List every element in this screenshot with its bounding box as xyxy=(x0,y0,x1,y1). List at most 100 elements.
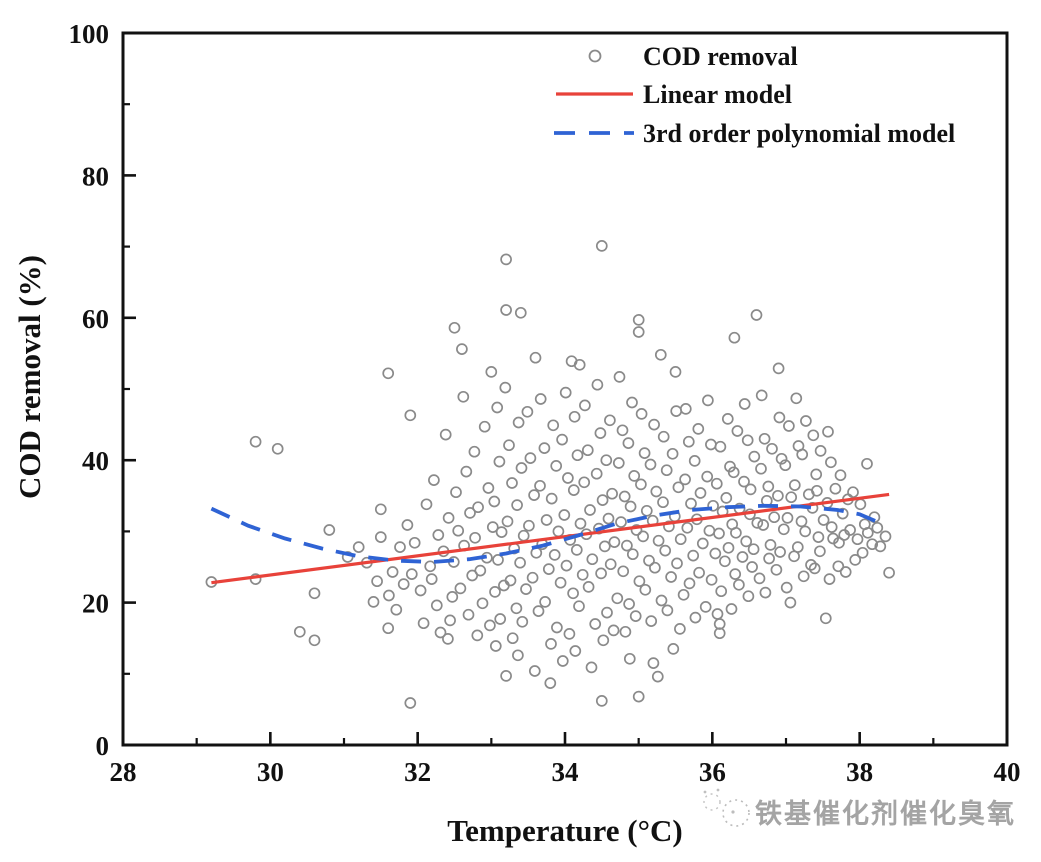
scatter-point xyxy=(591,378,604,391)
scatter-point xyxy=(757,519,770,531)
scatter-point xyxy=(851,533,864,546)
scatter-point xyxy=(847,486,859,499)
scatter-point xyxy=(616,424,629,437)
scatter-point xyxy=(719,555,731,568)
scatter-point xyxy=(521,405,534,418)
scatter-point xyxy=(383,589,395,602)
scatter-point xyxy=(503,439,515,452)
scatter-point xyxy=(471,629,484,642)
y-tick-label: 80 xyxy=(82,161,109,191)
scatter-point xyxy=(520,583,532,595)
scatter-point xyxy=(556,433,568,446)
watermark-logo-icon xyxy=(703,788,750,827)
scatter-point xyxy=(774,546,786,558)
scatter-point xyxy=(681,521,694,534)
scatter-point xyxy=(442,512,455,524)
scatter-point xyxy=(883,566,895,579)
scatter-point xyxy=(783,420,795,432)
scatter-point xyxy=(689,611,702,624)
legend: COD removal Linear model 3rd order polyn… xyxy=(554,42,955,148)
scatter-point xyxy=(812,531,825,543)
plot-border xyxy=(121,31,1009,747)
scatter-point xyxy=(626,396,638,409)
scatter-point xyxy=(626,548,639,561)
scatter-point xyxy=(596,494,609,506)
scatter-point xyxy=(432,529,445,541)
scatter-point xyxy=(478,420,491,433)
scatter-point xyxy=(784,596,797,609)
scatter-point xyxy=(444,614,456,627)
scatter-point xyxy=(638,447,651,459)
scatter-point xyxy=(612,457,625,469)
scatter-point xyxy=(624,500,637,513)
scatter-point xyxy=(567,587,579,600)
open-circle-marker-icon xyxy=(588,49,602,63)
scatter-point xyxy=(871,521,884,534)
scatter-point xyxy=(474,564,487,577)
y-tick-label: 100 xyxy=(69,19,110,49)
scatter-point xyxy=(805,559,817,571)
scatter-point xyxy=(632,326,645,338)
scatter-point xyxy=(799,525,812,538)
scatter-point xyxy=(657,496,669,509)
scatter-point xyxy=(755,462,767,475)
scatter-point xyxy=(727,466,740,479)
scatter-point xyxy=(434,626,447,639)
scatter-point xyxy=(425,573,438,585)
scatter-point xyxy=(545,638,557,650)
scatter-point xyxy=(632,314,645,326)
scatter-point xyxy=(661,604,674,617)
scatter-point xyxy=(595,240,608,252)
scatter-point xyxy=(777,523,790,536)
scatter-point xyxy=(501,515,514,528)
scatter-point xyxy=(856,546,869,559)
scatter-point xyxy=(657,430,670,443)
scatter-point xyxy=(408,536,421,549)
scatter-point xyxy=(514,556,526,569)
scatter-point xyxy=(500,304,512,316)
scatter-point xyxy=(538,442,551,454)
scatter-point xyxy=(597,634,610,647)
scatter-point xyxy=(679,403,692,415)
scatter-point xyxy=(644,458,657,471)
scatter-point xyxy=(722,541,735,554)
scatter-point xyxy=(560,559,573,572)
fit-lines xyxy=(210,492,890,585)
scatter-point xyxy=(495,526,508,538)
scatter-point xyxy=(374,503,387,516)
scatter-point xyxy=(819,612,832,625)
scatter-point xyxy=(271,442,284,455)
scatter-point xyxy=(791,541,804,553)
scatter-point xyxy=(635,408,648,420)
scatter-point xyxy=(660,464,673,477)
scatter-point xyxy=(721,413,734,425)
scatter-point xyxy=(750,309,763,321)
scatter-point xyxy=(485,366,498,378)
scatter-point xyxy=(764,539,777,551)
scatter-point xyxy=(573,600,585,613)
scatter-point xyxy=(293,625,306,638)
scatter-point xyxy=(763,552,775,565)
scatter-point xyxy=(563,628,576,640)
scatter-point xyxy=(532,605,545,617)
x-tick-label: 30 xyxy=(257,757,284,787)
scatter-point xyxy=(707,499,719,512)
linear-fit-line xyxy=(211,492,890,585)
scatter-point xyxy=(623,598,635,610)
scatter-point xyxy=(666,447,679,460)
scatter-point xyxy=(688,455,701,467)
scatter-point xyxy=(623,652,636,665)
scatter-point xyxy=(665,571,677,583)
scatter-point xyxy=(779,459,792,472)
scatter-point xyxy=(529,351,542,364)
scatter-point xyxy=(839,566,852,578)
scatter-point xyxy=(672,481,685,494)
scatter-point xyxy=(861,526,874,539)
scatter-point xyxy=(589,618,602,630)
scatter-point xyxy=(386,566,399,578)
legend-item-polynomial-model: 3rd order polynomial model xyxy=(554,119,955,148)
scatter-point xyxy=(491,401,504,414)
scatter-point xyxy=(552,525,565,538)
scatter-point xyxy=(542,563,555,575)
scatter-point xyxy=(534,393,547,405)
